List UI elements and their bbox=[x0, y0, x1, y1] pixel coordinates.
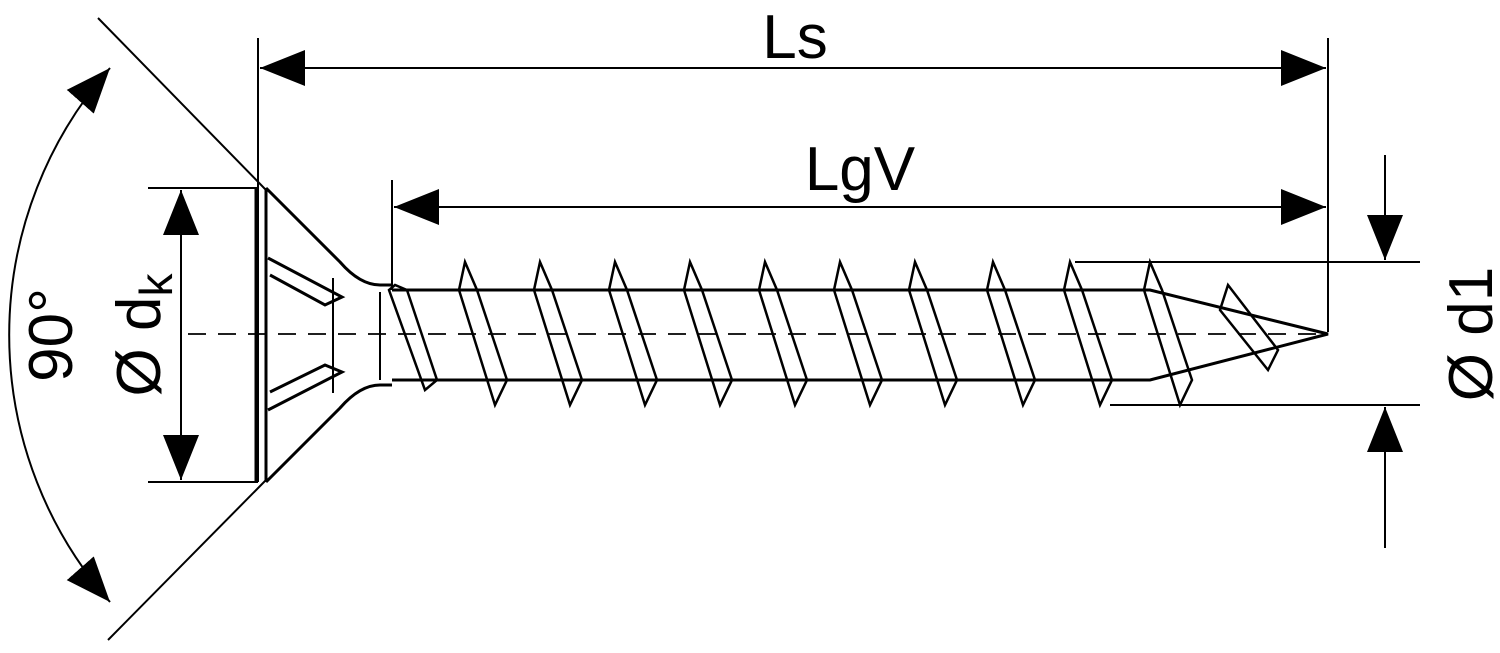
thread-flight bbox=[757, 257, 809, 409]
thread-flight bbox=[832, 257, 884, 409]
thread-flight bbox=[1218, 282, 1280, 373]
thread-flight bbox=[387, 283, 439, 393]
thread-flights bbox=[387, 257, 1280, 409]
thread-flight bbox=[457, 257, 509, 409]
angle-line-top bbox=[97, 17, 267, 191]
thread-flight bbox=[1142, 257, 1194, 409]
label-lgv: LgV bbox=[805, 135, 916, 204]
label-head-diameter: Ø dk bbox=[105, 273, 182, 397]
labels: Ls LgV 90° Ø dk Ø d1 bbox=[17, 3, 1500, 401]
thread-flight bbox=[682, 257, 734, 409]
label-ls: Ls bbox=[762, 3, 827, 72]
label-angle: 90° bbox=[17, 288, 86, 382]
screw-shank bbox=[392, 288, 1329, 382]
screw-head bbox=[264, 186, 392, 287]
thread-flight bbox=[607, 257, 659, 409]
thread-flight bbox=[907, 257, 959, 409]
thread-flight bbox=[532, 257, 584, 409]
angle-arc bbox=[8, 67, 111, 603]
screw-body bbox=[254, 186, 1329, 484]
angle-line-bottom bbox=[107, 479, 267, 641]
label-thread-diameter: Ø d1 bbox=[1437, 267, 1500, 401]
thread-flight bbox=[985, 257, 1037, 409]
thread-flight bbox=[1062, 257, 1114, 409]
